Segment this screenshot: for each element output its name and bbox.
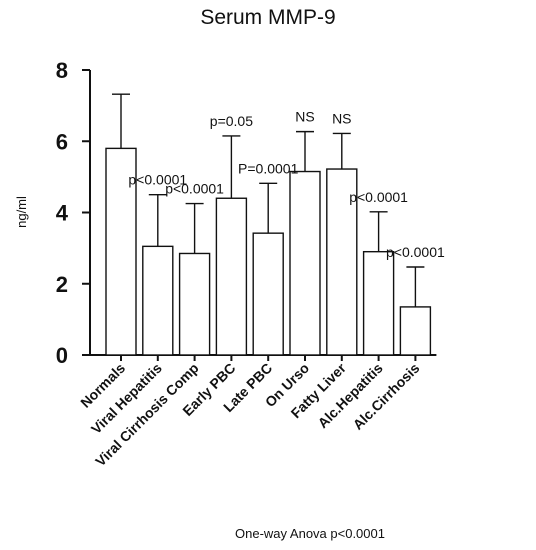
footer-note: One-way Anova p<0.0001	[235, 526, 385, 541]
significance-label: p<0.0001	[128, 172, 187, 188]
significance-label: NS	[295, 109, 314, 125]
bar	[142, 245, 174, 356]
y-tick-label: 6	[56, 129, 68, 154]
chart-title: Serum MMP-9	[200, 6, 335, 29]
y-tick-label: 8	[56, 58, 68, 83]
bar	[289, 170, 321, 356]
significance-label: p<0.0001	[165, 181, 224, 197]
y-tick-label: 4	[56, 201, 69, 226]
bar	[399, 306, 432, 356]
bar	[252, 232, 284, 356]
significance-label: p<0.0001	[386, 244, 445, 260]
significance-label: NS	[332, 110, 351, 126]
y-axis-label: ng/ml	[14, 196, 29, 228]
bars	[105, 93, 432, 356]
bar	[326, 168, 358, 356]
bar	[105, 147, 137, 356]
bar	[362, 250, 395, 356]
significance-label: p<0.0001	[349, 189, 408, 205]
y-tick-label: 2	[56, 272, 68, 297]
significance-label: P=0.0001	[238, 160, 299, 176]
bar	[178, 252, 211, 356]
significance-label: p=0.05	[210, 113, 253, 129]
y-tick-label: 0	[56, 343, 68, 368]
y-ticks: 0 2 4 6 8	[56, 58, 90, 368]
bar	[215, 197, 248, 356]
